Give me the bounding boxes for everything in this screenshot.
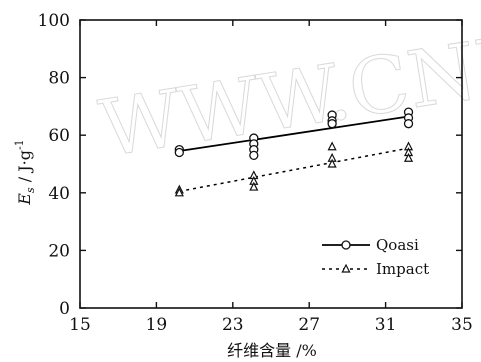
impact-point <box>174 187 184 197</box>
x-tick-label: 15 <box>69 315 91 335</box>
legend-qoasi-marker <box>341 240 351 250</box>
qoasi-point <box>327 119 337 129</box>
y-tick-label: 80 <box>48 69 70 89</box>
y-tick-label: 100 <box>38 11 70 31</box>
legend-qoasi-label: Qoasi <box>376 236 419 254</box>
watermark: WWW.CNKI <box>94 13 481 175</box>
plot-area <box>174 107 414 197</box>
impact-point <box>249 181 259 191</box>
y-tick-label: 0 <box>59 299 70 319</box>
legend-impact-marker <box>341 263 351 273</box>
qoasi-fit-line <box>179 115 409 152</box>
legend: Qoasi Impact <box>322 236 429 278</box>
y-tick-label: 60 <box>48 126 70 146</box>
plot-frame <box>79 19 463 309</box>
qoasi-point <box>174 147 184 158</box>
x-tick-label: 31 <box>375 315 397 335</box>
x-tick-label: 35 <box>451 315 473 335</box>
qoasi-point <box>403 119 414 129</box>
axes: 15 19 23 27 31 35 0 20 40 60 80 100 <box>38 11 473 335</box>
x-tick-label: 19 <box>146 315 168 335</box>
qoasi-point <box>249 150 259 161</box>
x-axis-title: 纤维含量 /% <box>227 341 317 360</box>
impact-point <box>327 158 337 168</box>
y-axis-title: Es / J·g-1 <box>13 139 37 205</box>
y-tick-label: 20 <box>48 241 70 261</box>
legend-impact-label: Impact <box>376 260 429 278</box>
x-tick-label: 27 <box>298 315 320 335</box>
y-tick-label: 40 <box>48 184 70 204</box>
impact-point <box>327 141 337 151</box>
impact-point <box>403 152 414 162</box>
x-tick-label: 23 <box>222 315 244 335</box>
